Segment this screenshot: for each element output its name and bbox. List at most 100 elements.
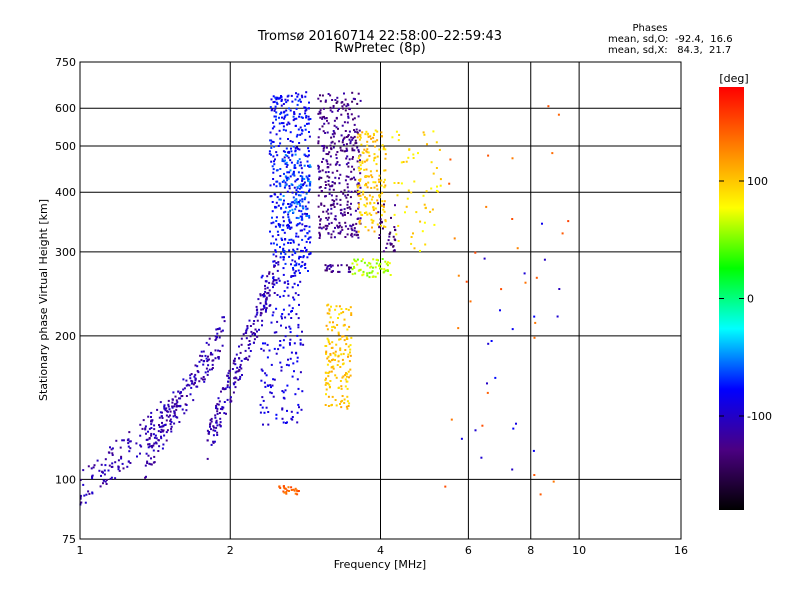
echo-point (291, 173, 294, 176)
echo-point (151, 446, 154, 449)
echo-point (318, 231, 321, 234)
echo-point (328, 386, 331, 389)
echo-point (303, 198, 306, 201)
echo-point (282, 160, 285, 163)
echo-point (306, 214, 308, 217)
echo-point (290, 161, 293, 164)
echo-point (289, 331, 292, 334)
echo-point (305, 175, 308, 178)
echo-point (153, 436, 156, 439)
echo-point (229, 396, 232, 399)
echo-point (361, 131, 364, 134)
echo-point (298, 113, 301, 116)
echo-point (349, 368, 352, 371)
echo-point (101, 470, 104, 473)
echo-point (157, 450, 160, 452)
echo-point (325, 269, 328, 272)
echo-point (319, 116, 322, 119)
echo-point (417, 152, 419, 155)
echo-point (340, 387, 343, 390)
echo-point (286, 179, 289, 182)
echo-point (283, 111, 285, 114)
echo-point (276, 97, 279, 100)
echo-point (301, 229, 303, 232)
echo-point (272, 395, 275, 398)
echo-point (347, 135, 349, 138)
echo-point (285, 177, 288, 180)
echo-point (294, 149, 297, 152)
echo-point (343, 189, 346, 192)
echo-point (326, 224, 329, 227)
echo-point (364, 184, 366, 187)
echo-point (142, 419, 145, 422)
colorbar-tick-label: -100 (747, 410, 772, 423)
echo-point (325, 352, 327, 355)
echo-point (226, 398, 229, 401)
echo-point (277, 348, 280, 351)
echo-point (348, 266, 350, 269)
echo-point (182, 378, 185, 381)
echo-point (297, 294, 300, 296)
echo-point (341, 105, 344, 108)
echo-point (211, 363, 214, 366)
echo-point (201, 355, 204, 358)
echo-point (422, 131, 425, 134)
echo-point (376, 188, 379, 191)
echo-point (129, 440, 132, 443)
echo-point (321, 117, 324, 120)
echo-point (422, 194, 425, 197)
echo-point (298, 272, 301, 274)
echo-point (281, 313, 284, 315)
echo-point (275, 216, 278, 219)
echo-point (375, 212, 378, 215)
echo-point (376, 155, 379, 158)
echo-point (295, 205, 298, 208)
echo-point (298, 255, 301, 258)
echo-point (287, 294, 290, 297)
echo-point (353, 267, 356, 269)
echo-point (279, 142, 282, 145)
echo-point (304, 112, 307, 115)
echo-point (79, 497, 82, 500)
echo-point (111, 454, 114, 456)
echo-point (344, 385, 347, 388)
echo-point (309, 241, 311, 244)
echo-point (273, 100, 276, 103)
echo-point (370, 271, 373, 274)
echo-point (173, 410, 176, 413)
echo-point (263, 304, 266, 307)
echo-point (329, 163, 332, 166)
echo-point (218, 412, 221, 414)
echo-point (256, 335, 258, 338)
echo-point (373, 186, 376, 189)
echo-point (323, 144, 326, 147)
echo-point (430, 187, 433, 190)
echo-point (291, 418, 294, 421)
echo-point (322, 210, 325, 213)
echo-point (289, 338, 292, 341)
echo-point (480, 456, 483, 459)
echo-point (374, 266, 377, 269)
echo-point (286, 155, 289, 158)
echo-point (299, 342, 302, 345)
echo-point (282, 339, 285, 342)
echo-point (374, 145, 376, 148)
echo-point (324, 132, 327, 134)
echo-point (268, 294, 271, 297)
echo-point (290, 221, 292, 224)
echo-point (321, 116, 324, 119)
echo-point (285, 206, 288, 209)
echo-point (334, 354, 337, 357)
echo-point (363, 168, 366, 171)
echo-point (267, 423, 270, 426)
echo-point (150, 411, 153, 414)
echo-point (372, 258, 375, 261)
echo-point (283, 281, 286, 284)
echo-point (377, 202, 379, 205)
echo-point (373, 230, 376, 233)
echo-point (332, 202, 335, 205)
echo-point (332, 270, 334, 273)
echo-point (277, 223, 280, 225)
echo-point (287, 121, 290, 124)
echo-point (289, 327, 292, 330)
